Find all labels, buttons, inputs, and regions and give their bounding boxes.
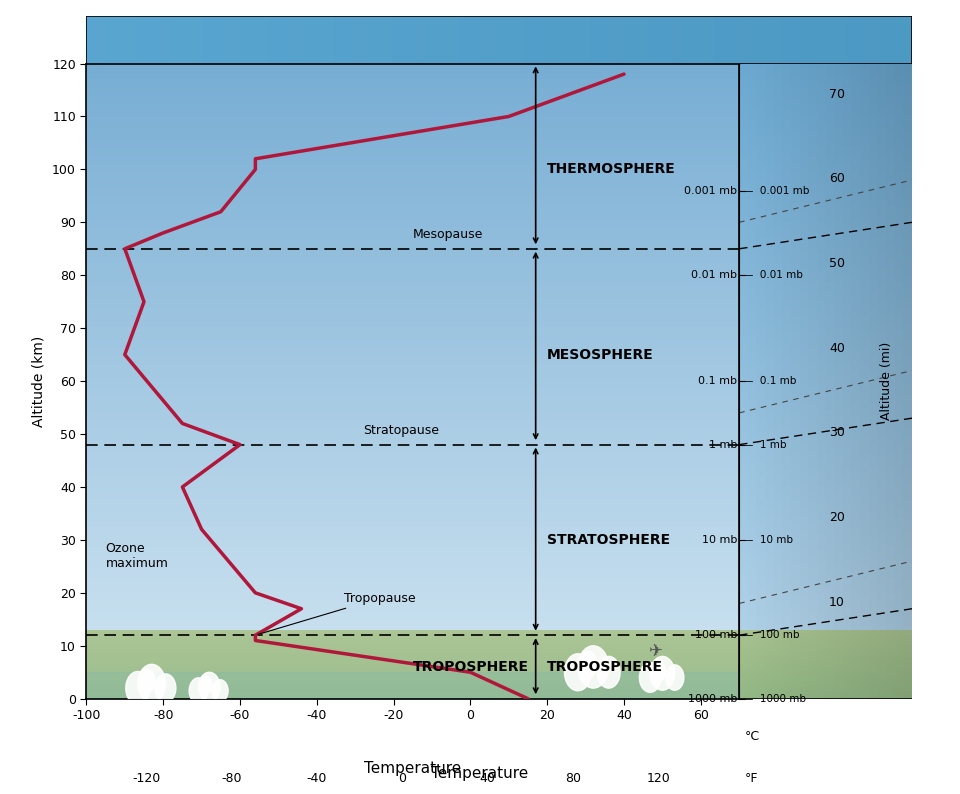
- Circle shape: [199, 676, 212, 695]
- Circle shape: [564, 653, 591, 691]
- Circle shape: [199, 673, 220, 702]
- Y-axis label: Altitude (km): Altitude (km): [31, 336, 45, 426]
- Text: —  1000 mb: — 1000 mb: [743, 694, 805, 703]
- Text: ✈: ✈: [648, 642, 661, 660]
- Text: Tropopause: Tropopause: [258, 592, 416, 634]
- Text: °C: °C: [745, 730, 760, 743]
- Circle shape: [212, 680, 228, 702]
- Circle shape: [138, 669, 156, 693]
- Text: 1 mb: 1 mb: [708, 440, 737, 449]
- Text: 0: 0: [398, 772, 406, 784]
- Circle shape: [126, 672, 150, 705]
- Text: 10: 10: [829, 596, 845, 609]
- Text: 40: 40: [829, 341, 845, 355]
- X-axis label: Temperature: Temperature: [364, 761, 462, 776]
- Text: 10 mb: 10 mb: [702, 535, 737, 545]
- Text: 120: 120: [646, 772, 670, 784]
- Text: 80: 80: [564, 772, 581, 784]
- Circle shape: [650, 661, 665, 682]
- Text: Ozone
maximum: Ozone maximum: [106, 542, 168, 570]
- Circle shape: [650, 657, 675, 690]
- Text: —  0.001 mb: — 0.001 mb: [743, 186, 809, 195]
- Circle shape: [189, 678, 208, 703]
- Text: —  10 mb: — 10 mb: [743, 535, 793, 545]
- Text: 70: 70: [829, 87, 845, 101]
- Text: 100 mb: 100 mb: [695, 630, 737, 640]
- Text: TROPOSPHERE: TROPOSPHERE: [413, 660, 528, 674]
- Text: MESOSPHERE: MESOSPHERE: [547, 348, 654, 361]
- Text: Temperature: Temperature: [431, 766, 529, 781]
- Text: 0.01 mb: 0.01 mb: [691, 270, 737, 280]
- Text: 40: 40: [479, 772, 495, 784]
- Text: —  0.01 mb: — 0.01 mb: [743, 270, 803, 280]
- Text: 60: 60: [829, 172, 845, 185]
- Circle shape: [578, 646, 609, 688]
- Text: 0.001 mb: 0.001 mb: [684, 186, 737, 195]
- Text: 20: 20: [829, 511, 845, 524]
- Circle shape: [597, 657, 620, 688]
- Text: STRATOSPHERE: STRATOSPHERE: [547, 533, 670, 547]
- Text: —  100 mb: — 100 mb: [743, 630, 799, 640]
- Text: 0.1 mb: 0.1 mb: [698, 376, 737, 386]
- Text: TROPOSPHERE: TROPOSPHERE: [547, 660, 663, 674]
- Text: Stratopause: Stratopause: [363, 424, 439, 437]
- Circle shape: [665, 665, 684, 690]
- Text: -80: -80: [221, 772, 242, 784]
- Text: -120: -120: [132, 772, 160, 784]
- Circle shape: [639, 663, 660, 692]
- Text: 1000 mb: 1000 mb: [688, 694, 737, 703]
- Circle shape: [156, 674, 176, 703]
- Text: -40: -40: [306, 772, 327, 784]
- Text: 30: 30: [829, 426, 845, 439]
- Text: —  0.1 mb: — 0.1 mb: [743, 376, 796, 386]
- Text: Mesopause: Mesopause: [413, 228, 483, 241]
- Text: °F: °F: [745, 772, 758, 784]
- Text: Altitude (mi): Altitude (mi): [879, 342, 893, 420]
- Circle shape: [578, 651, 597, 677]
- Circle shape: [138, 665, 165, 703]
- Text: THERMOSPHERE: THERMOSPHERE: [547, 163, 676, 176]
- Text: 50: 50: [829, 257, 845, 270]
- Text: —  1 mb: — 1 mb: [743, 440, 786, 449]
